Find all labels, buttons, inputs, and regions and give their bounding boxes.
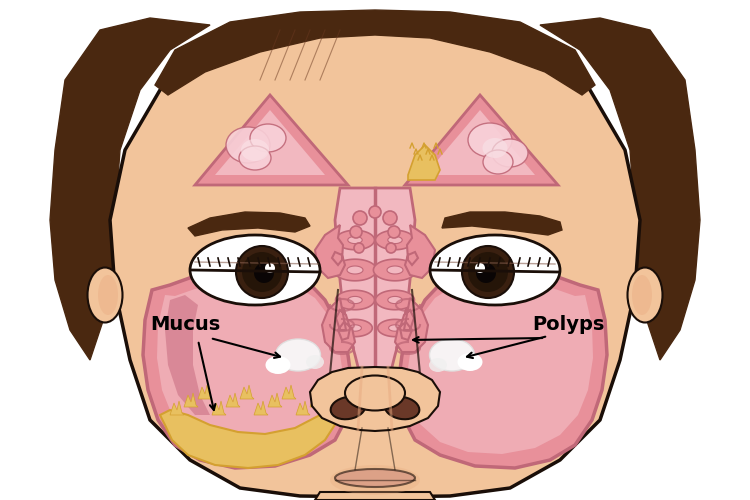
Circle shape [388,226,400,238]
Polygon shape [165,295,210,415]
Ellipse shape [483,150,513,174]
Ellipse shape [345,376,405,410]
Polygon shape [405,95,558,185]
Polygon shape [212,401,226,415]
Ellipse shape [306,355,324,369]
Ellipse shape [98,275,118,315]
Ellipse shape [331,396,365,419]
Polygon shape [425,110,535,175]
Ellipse shape [458,353,482,371]
Polygon shape [157,278,342,454]
Polygon shape [387,266,403,274]
Polygon shape [195,95,348,185]
Polygon shape [110,18,640,497]
Polygon shape [268,393,282,407]
Circle shape [254,263,274,283]
Ellipse shape [492,139,528,167]
Ellipse shape [241,139,269,161]
Polygon shape [335,188,415,400]
Polygon shape [442,212,562,235]
Circle shape [475,263,485,273]
Circle shape [236,246,288,298]
Ellipse shape [330,465,420,495]
Polygon shape [215,110,325,175]
Ellipse shape [190,235,320,305]
Ellipse shape [275,339,320,371]
Text: Polyps: Polyps [532,316,605,334]
Polygon shape [296,401,310,415]
Ellipse shape [250,124,286,152]
Polygon shape [398,268,607,468]
Polygon shape [188,212,310,236]
Polygon shape [348,236,362,244]
Polygon shape [310,367,440,431]
Circle shape [383,211,397,225]
Polygon shape [388,325,401,331]
Ellipse shape [628,268,662,322]
Polygon shape [170,401,184,415]
Polygon shape [540,18,700,360]
Polygon shape [408,145,440,180]
Polygon shape [198,385,212,399]
Polygon shape [322,298,355,352]
Ellipse shape [266,356,290,374]
Polygon shape [395,298,428,352]
Polygon shape [155,10,595,95]
Polygon shape [349,325,361,331]
Polygon shape [184,393,198,407]
Polygon shape [226,393,240,407]
Ellipse shape [335,469,415,487]
Circle shape [369,206,381,218]
Ellipse shape [482,138,508,158]
Ellipse shape [430,339,475,371]
Ellipse shape [429,358,447,372]
Circle shape [350,226,362,238]
Text: Mucus: Mucus [150,316,220,334]
Circle shape [353,211,367,225]
Circle shape [476,263,496,283]
Ellipse shape [468,123,512,157]
Ellipse shape [632,275,652,315]
Polygon shape [335,290,374,310]
Circle shape [265,263,275,273]
Ellipse shape [226,127,270,163]
Polygon shape [324,385,338,399]
Ellipse shape [239,146,271,170]
Polygon shape [240,385,254,399]
Polygon shape [378,320,412,336]
Polygon shape [160,405,340,468]
Polygon shape [388,296,402,304]
Polygon shape [408,278,593,454]
Polygon shape [310,393,324,407]
Ellipse shape [430,235,560,305]
Polygon shape [254,401,268,415]
Polygon shape [376,230,415,250]
Polygon shape [315,225,345,278]
Polygon shape [374,259,416,281]
Polygon shape [338,320,372,336]
Circle shape [468,252,508,292]
Polygon shape [347,266,363,274]
Circle shape [354,243,364,253]
Ellipse shape [88,268,122,322]
Polygon shape [348,296,362,304]
Polygon shape [405,225,435,278]
Polygon shape [388,236,402,244]
Polygon shape [376,290,415,310]
Circle shape [386,243,396,253]
Circle shape [462,246,514,298]
Polygon shape [334,259,376,281]
Polygon shape [335,230,374,250]
Polygon shape [143,268,352,468]
Ellipse shape [385,396,419,419]
Polygon shape [50,18,210,360]
Polygon shape [282,385,296,399]
Polygon shape [315,492,435,500]
Circle shape [242,252,282,292]
